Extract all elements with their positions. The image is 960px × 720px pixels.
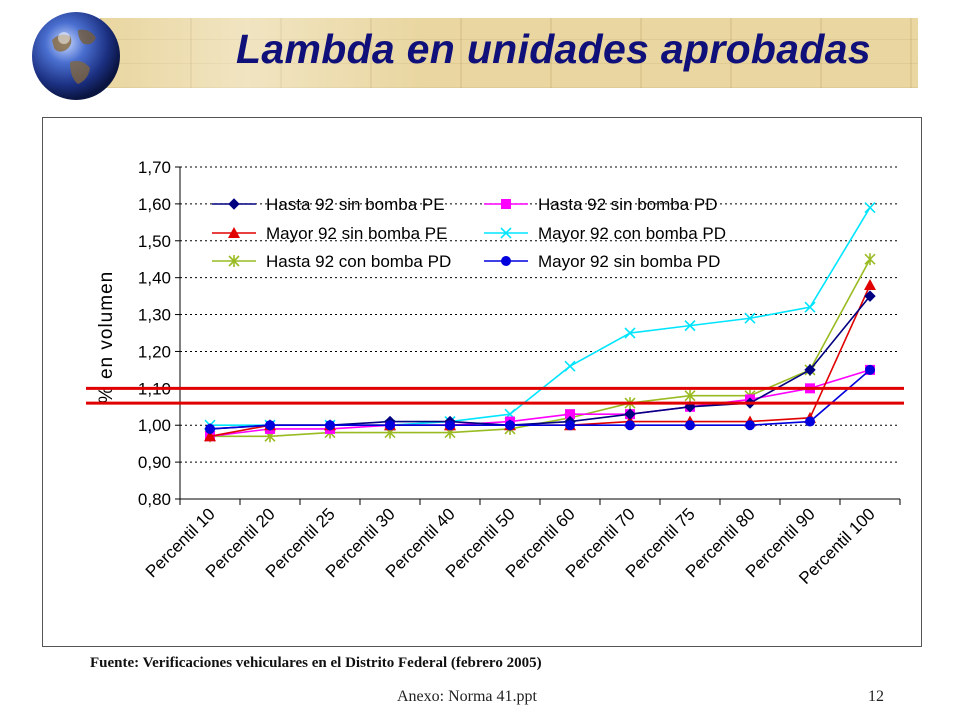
y-tick-label: 1,70 [138, 158, 171, 177]
legend-marker [228, 255, 240, 267]
series-5 [205, 364, 875, 434]
chart-frame [42, 117, 922, 647]
source-note: Fuente: Verificaciones vehiculares en el… [90, 655, 542, 671]
data-point [565, 409, 575, 420]
y-tick-label: 0,80 [138, 490, 171, 509]
data-point [445, 420, 455, 431]
data-point [624, 408, 636, 420]
legend-marker [228, 227, 240, 238]
data-point [864, 279, 876, 291]
marker-stroke [804, 301, 816, 313]
page-number: 12 [868, 688, 884, 705]
series-line [209, 295, 871, 430]
legend-item: Hasta 92 sin bomba PD [484, 195, 718, 214]
legend-label: Mayor 92 sin bomba PD [538, 252, 720, 271]
data-point [804, 364, 816, 376]
line-chart: 0,800,901,001,101,201,301,401,501,601,70… [86, 158, 904, 588]
legend-item: Mayor 92 con bomba PD [484, 224, 726, 243]
marker-stroke [564, 360, 576, 372]
data-point [625, 420, 635, 431]
slide-title: Lambda en unidades aprobadas [236, 26, 871, 72]
data-point [205, 423, 215, 434]
y-tick-label: 1,40 [138, 269, 171, 288]
data-point [564, 360, 576, 372]
series-line [209, 369, 871, 430]
data-point [865, 364, 875, 375]
data-point [804, 301, 816, 313]
legend-marker [501, 199, 511, 209]
marker-stroke [684, 320, 696, 332]
legend-label: Hasta 92 sin bomba PE [266, 195, 445, 214]
legend: Hasta 92 sin bomba PE Hasta 92 sin bomba … [212, 195, 726, 271]
series-2 [204, 279, 876, 442]
data-point [385, 420, 395, 431]
legend-item: Hasta 92 sin bomba PE [212, 195, 445, 214]
footer-filename: Anexo: Norma 41.ppt [397, 688, 537, 705]
y-tick-label: 0,90 [138, 453, 171, 472]
y-tick-label: 1,30 [138, 306, 171, 325]
marker-stroke [500, 227, 512, 239]
legend-marker [500, 227, 512, 239]
legend-item: Mayor 92 sin bomba PD [484, 252, 720, 271]
data-point [684, 320, 696, 332]
data-point [265, 420, 275, 431]
y-tick-label: 1,20 [138, 342, 171, 361]
data-point [505, 420, 515, 431]
marker-stroke [624, 327, 636, 339]
data-point [745, 420, 755, 431]
legend-marker [501, 256, 511, 266]
series-line [210, 258, 871, 438]
legend-item: Mayor 92 sin bomba PE [212, 224, 447, 243]
data-point [744, 312, 756, 324]
marker-stroke [864, 202, 876, 214]
legend-label: Mayor 92 sin bomba PE [266, 224, 447, 243]
title-banner [100, 18, 918, 88]
legend-marker [228, 198, 240, 210]
data-point [864, 290, 876, 302]
globe-icon [32, 12, 120, 100]
y-tick-label: 1,00 [138, 416, 171, 435]
data-point [864, 253, 876, 266]
data-point [864, 202, 876, 214]
y-tick-label: 1,60 [138, 195, 171, 214]
data-point [684, 389, 696, 402]
y-axis-label: % en volumen [96, 271, 117, 403]
legend-label: Hasta 92 sin bomba PD [538, 195, 718, 214]
data-point [325, 420, 335, 431]
y-tick-label: 1,50 [138, 232, 171, 251]
marker-stroke [744, 312, 756, 324]
series-4 [204, 253, 876, 443]
data-point [685, 420, 695, 431]
series-0 [204, 290, 876, 435]
data-point [204, 430, 216, 442]
series-line [209, 284, 871, 438]
legend-label: Mayor 92 con bomba PD [538, 224, 726, 243]
legend-item: Hasta 92 con bomba PD [212, 252, 451, 271]
legend-label: Hasta 92 con bomba PD [266, 252, 451, 271]
data-point [565, 420, 575, 431]
data-point [805, 416, 815, 427]
data-point [624, 327, 636, 339]
